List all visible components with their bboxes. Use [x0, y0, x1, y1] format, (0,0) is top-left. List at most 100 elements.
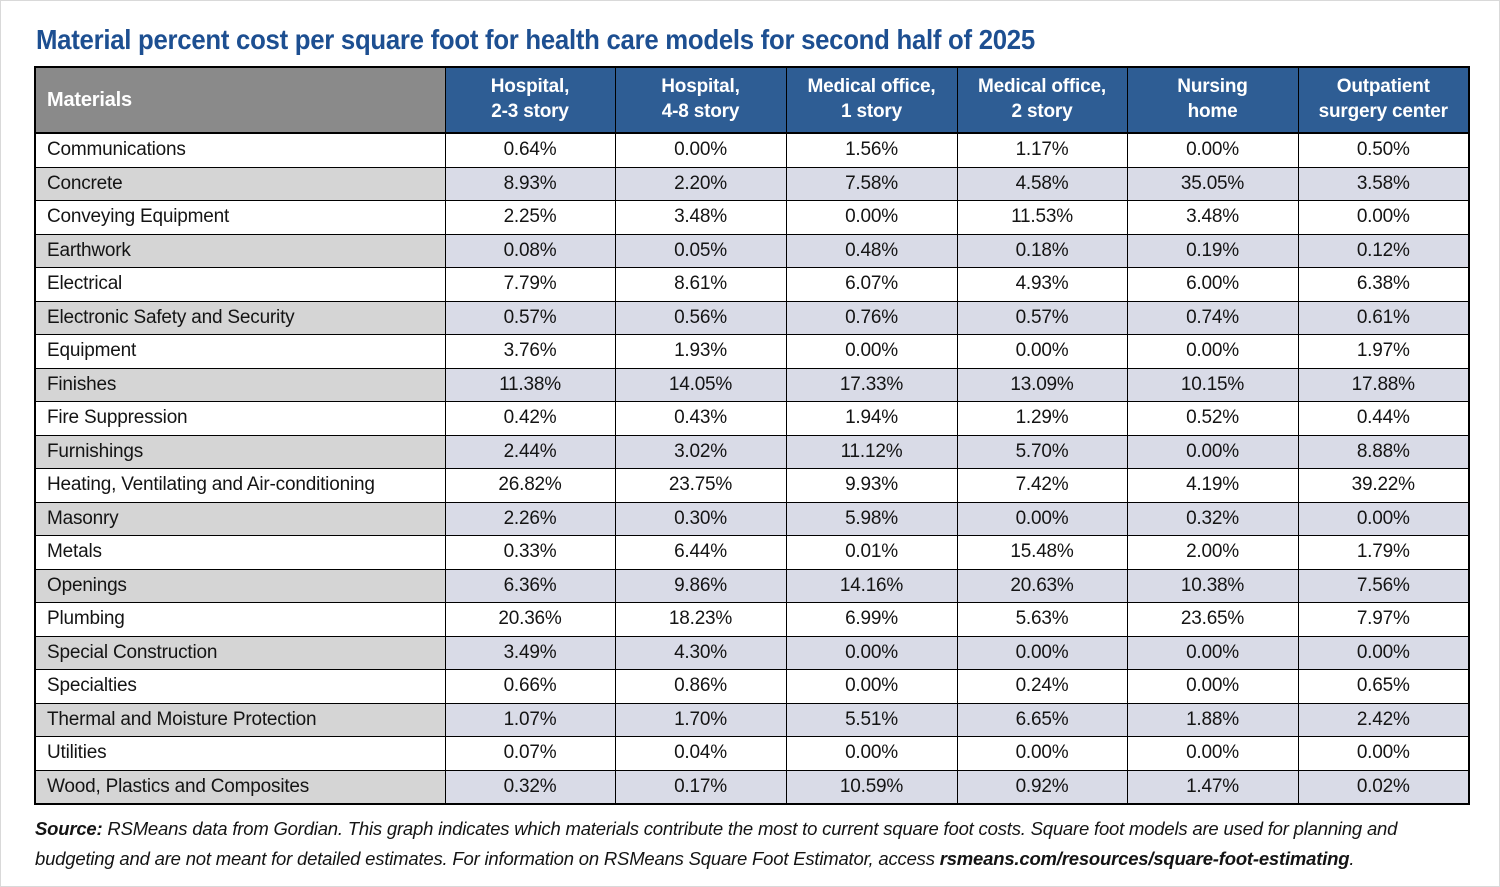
value-cell: 0.66% [444, 669, 616, 704]
value-cell: 14.16% [785, 568, 958, 603]
value-cell: 10.59% [785, 769, 958, 805]
material-cell: Special Construction [34, 635, 446, 670]
material-cell: Wood, Plastics and Composites [34, 769, 446, 805]
table-row: Heating, Ventilating and Air-conditionin… [34, 468, 1470, 503]
table-row: Conveying Equipment 2.25% 3.48% 0.00% 11.53%… [34, 200, 1470, 235]
value-cell: 0.74% [1126, 300, 1299, 335]
column-header-hospital-4-8-story: Hospital, 4-8 story [614, 66, 787, 134]
value-cell: 6.07% [785, 267, 958, 302]
value-cell: 1.79% [1297, 535, 1470, 570]
value-cell: 1.93% [614, 334, 787, 369]
value-cell: 4.93% [956, 267, 1128, 302]
page-title: Material percent cost per square foot fo… [36, 24, 1035, 55]
table-row: Openings 6.36% 9.86% 14.16% 20.63% 10.38% 7.56… [34, 568, 1470, 603]
table-row: Earthwork 0.08% 0.05% 0.48% 0.18% 0.19% 0.12% [34, 233, 1470, 268]
value-cell: 0.18% [956, 233, 1128, 268]
value-cell: 23.75% [614, 468, 787, 503]
materials-header-cell: Materials [34, 66, 446, 134]
value-cell: 13.09% [956, 367, 1128, 402]
value-cell: 0.86% [614, 669, 787, 704]
value-cell: 0.00% [1297, 501, 1470, 536]
column-header-medical-office-1-story: Medical office, 1 story [785, 66, 958, 134]
value-cell: 10.38% [1126, 568, 1299, 603]
material-cell: Utilities [34, 736, 446, 771]
value-cell: 3.76% [444, 334, 616, 369]
value-cell: 0.33% [444, 535, 616, 570]
value-cell: 0.00% [785, 736, 958, 771]
table-row: Metals 0.33% 6.44% 0.01% 15.48% 2.00% 1.79% [34, 535, 1470, 570]
table-row: Plumbing 20.36% 18.23% 6.99% 5.63% 23.65% 7.97… [34, 602, 1470, 637]
value-cell: 0.00% [1297, 200, 1470, 235]
value-cell: 6.36% [444, 568, 616, 603]
table-row: Fire Suppression 0.42% 0.43% 1.94% 1.29% 0.52… [34, 401, 1470, 436]
value-cell: 0.00% [956, 736, 1128, 771]
table-row: Electrical 7.79% 8.61% 6.07% 4.93% 6.00% 6.38% [34, 267, 1470, 302]
value-cell: 3.58% [1297, 166, 1470, 201]
value-cell: 11.53% [956, 200, 1128, 235]
table-row: Concrete 8.93% 2.20% 7.58% 4.58% 35.05% 3.58% [34, 166, 1470, 201]
value-cell: 6.65% [956, 702, 1128, 737]
value-cell: 8.61% [614, 267, 787, 302]
material-cell: Specialties [34, 669, 446, 704]
value-cell: 0.00% [1126, 132, 1299, 168]
material-cell: Fire Suppression [34, 401, 446, 436]
value-cell: 26.82% [444, 468, 616, 503]
value-cell: 3.48% [614, 200, 787, 235]
value-cell: 1.29% [956, 401, 1128, 436]
value-cell: 0.08% [444, 233, 616, 268]
value-cell: 0.00% [614, 132, 787, 168]
material-cell: Conveying Equipment [34, 200, 446, 235]
value-cell: 0.00% [785, 635, 958, 670]
value-cell: 0.24% [956, 669, 1128, 704]
value-cell: 11.12% [785, 434, 958, 469]
value-cell: 0.76% [785, 300, 958, 335]
value-cell: 1.47% [1126, 769, 1299, 805]
value-cell: 4.30% [614, 635, 787, 670]
header-row: Materials Hospital, 2-3 story Hospital, … [34, 66, 1470, 134]
material-cell: Masonry [34, 501, 446, 536]
materials-cost-table: Materials Hospital, 2-3 story Hospital, … [34, 66, 1470, 805]
material-cell: Heating, Ventilating and Air-conditionin… [34, 468, 446, 503]
value-cell: 0.50% [1297, 132, 1470, 168]
value-cell: 8.93% [444, 166, 616, 201]
material-cell: Electronic Safety and Security [34, 300, 446, 335]
material-cell: Furnishings [34, 434, 446, 469]
table-row: Electronic Safety and Security 0.57% 0.56%… [34, 300, 1470, 335]
value-cell: 0.00% [1126, 669, 1299, 704]
value-cell: 0.00% [956, 635, 1128, 670]
value-cell: 2.26% [444, 501, 616, 536]
value-cell: 0.07% [444, 736, 616, 771]
value-cell: 35.05% [1126, 166, 1299, 201]
value-cell: 18.23% [614, 602, 787, 637]
table-row: Special Construction 3.49% 4.30% 0.00% 0.00%… [34, 635, 1470, 670]
value-cell: 7.56% [1297, 568, 1470, 603]
value-cell: 1.17% [956, 132, 1128, 168]
table-row: Furnishings 2.44% 3.02% 11.12% 5.70% 0.00% 8.8… [34, 434, 1470, 469]
table-row: Equipment 3.76% 1.93% 0.00% 0.00% 0.00% 1.97% [34, 334, 1470, 369]
value-cell: 7.97% [1297, 602, 1470, 637]
value-cell: 0.57% [444, 300, 616, 335]
value-cell: 0.32% [1126, 501, 1299, 536]
material-cell: Openings [34, 568, 446, 603]
value-cell: 0.42% [444, 401, 616, 436]
table-row: Wood, Plastics and Composites 0.32% 0.17% 1… [34, 769, 1470, 805]
value-cell: 1.56% [785, 132, 958, 168]
value-cell: 0.92% [956, 769, 1128, 805]
value-cell: 0.65% [1297, 669, 1470, 704]
value-cell: 0.19% [1126, 233, 1299, 268]
table-body: Communications 0.64% 0.00% 1.56% 1.17% 0.00% 0… [34, 132, 1470, 805]
value-cell: 0.00% [785, 669, 958, 704]
value-cell: 6.99% [785, 602, 958, 637]
source-url: rsmeans.com/resources/square-foot-estima… [939, 847, 1350, 869]
table-row: Thermal and Moisture Protection 1.07% 1.70… [34, 702, 1470, 737]
value-cell: 0.00% [956, 501, 1128, 536]
value-cell: 20.63% [956, 568, 1128, 603]
value-cell: 0.00% [1126, 434, 1299, 469]
value-cell: 6.38% [1297, 267, 1470, 302]
table-row: Masonry 2.26% 0.30% 5.98% 0.00% 0.32% 0.00% [34, 501, 1470, 536]
value-cell: 0.30% [614, 501, 787, 536]
value-cell: 1.97% [1297, 334, 1470, 369]
table-row: Communications 0.64% 0.00% 1.56% 1.17% 0.00% 0… [34, 132, 1470, 168]
value-cell: 6.44% [614, 535, 787, 570]
